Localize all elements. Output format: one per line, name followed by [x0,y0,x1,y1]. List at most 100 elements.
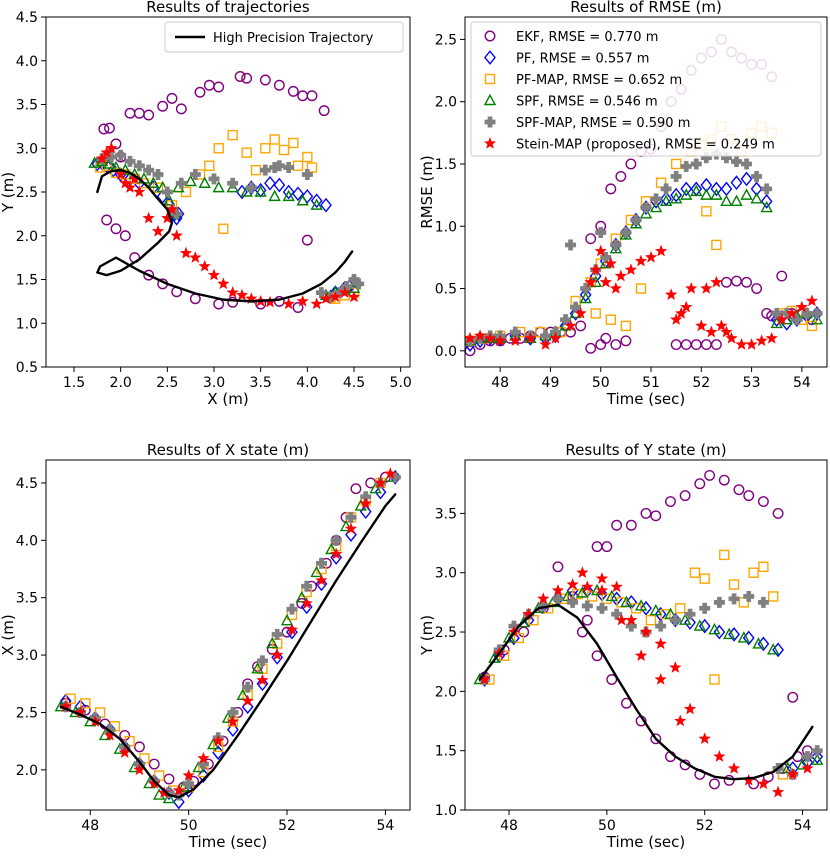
legend-entry: PF-MAP, RMSE = 0.652 m [516,73,682,88]
panel-xstate: Results of X state (m) 48 50 52 54 2.0 2.5 3.0 3… [0,441,411,851]
point-ekf [163,773,175,785]
point-pf-map [260,143,271,154]
truth-line [59,493,397,799]
point-stein-map [735,338,748,350]
series-ekf [479,469,813,790]
point-spf-map [256,655,268,667]
point-ekf [148,758,160,770]
point-pf-map [711,239,722,251]
point-pf-map [227,129,238,141]
point-ekf [166,92,178,104]
point-ekf [213,298,225,310]
point-stein-map [151,224,165,237]
point-ekf [203,79,215,91]
point-stein-map [654,244,668,257]
point-stein-map [226,715,240,727]
panel-ystate: Results of Y state (m) 48 50 52 54 1.0 1.5 2.0 2… [418,441,828,851]
point-spf [740,188,753,200]
point-ekf [700,339,712,351]
point-spf [811,753,824,765]
point-ekf [134,741,145,753]
point-spf-map [189,169,201,180]
point-pf-map [213,143,224,154]
point-spf-map [509,326,521,338]
point-spf-map [761,183,773,195]
point-ekf [157,100,169,112]
x-tick-label: 54 [793,375,811,391]
point-ekf [101,214,113,226]
y-axis-label: RMSE (m) [418,155,436,228]
axes-frame [464,459,828,811]
point-ekf [741,276,753,288]
point-stein-map [170,229,183,242]
point-ekf [610,339,622,351]
point-pf-map [701,206,712,217]
point-spf-map [811,307,823,319]
point-stein-map [684,281,698,294]
y-axis-label: X (m) [0,614,17,655]
point-ekf [194,86,206,98]
y-tick-label: 4.0 [16,533,38,549]
point-pf [811,749,824,764]
x-tick-label: 3.5 [250,375,272,391]
point-spf-map [227,177,239,189]
point-pf [654,606,667,622]
y-tick-label: 2.5 [16,705,38,721]
point-pf [680,181,693,197]
plot-data [88,71,365,313]
point-stein-map [465,331,477,344]
point-ekf [757,496,769,507]
point-ekf [606,674,618,685]
point-pf [292,186,304,202]
point-stein-map [329,290,342,303]
point-stein-map [805,294,819,307]
point-ekf [591,650,603,662]
chart-title: Results of trajectories [146,0,310,16]
point-stein-map [161,211,174,224]
point-ekf [611,519,623,531]
legend-entry: SPF, RMSE = 0.546 m [516,95,658,110]
point-spf-map [728,593,740,605]
point-spf [162,791,176,804]
point-ekf [720,276,732,288]
point-spf [369,481,382,494]
point-spf [700,188,713,200]
point-pf-map [605,314,617,325]
point-ekf [175,103,187,115]
point-ekf [787,691,799,703]
point-pf-map [292,160,304,171]
point-stein-map [775,313,789,325]
point-stein-map [785,306,799,319]
point-spf [254,185,267,197]
x-tick-label: 52 [278,818,296,834]
series-pf-map [65,477,386,796]
point-ekf [575,320,587,332]
series-stein-map [95,141,361,310]
point-ekf [743,490,755,502]
point-ekf [670,339,682,351]
point-pf [320,197,332,213]
point-spf-map [596,602,608,614]
point-spf [177,780,190,792]
legend-marker-pf [484,50,496,65]
point-stein-map [114,167,127,180]
point-pf [273,177,286,193]
point-stein-map [584,275,597,288]
point-pf [282,184,295,200]
point-stein-map [189,251,202,263]
point-pf-map [709,674,720,685]
point-spf [226,180,239,193]
point-stein-map [654,637,667,650]
point-pf-map [719,549,730,561]
point-spf-map [684,608,696,620]
point-spf-map [330,534,342,546]
point-stein-map [595,572,609,584]
point-stein-map [329,547,343,560]
point-stein-map [256,673,269,686]
point-stein-map [755,334,768,347]
point-pf [330,550,343,565]
point-pf [700,177,713,193]
point-spf-map [731,155,742,167]
legend-box [470,21,822,157]
point-spf-map [283,162,295,173]
